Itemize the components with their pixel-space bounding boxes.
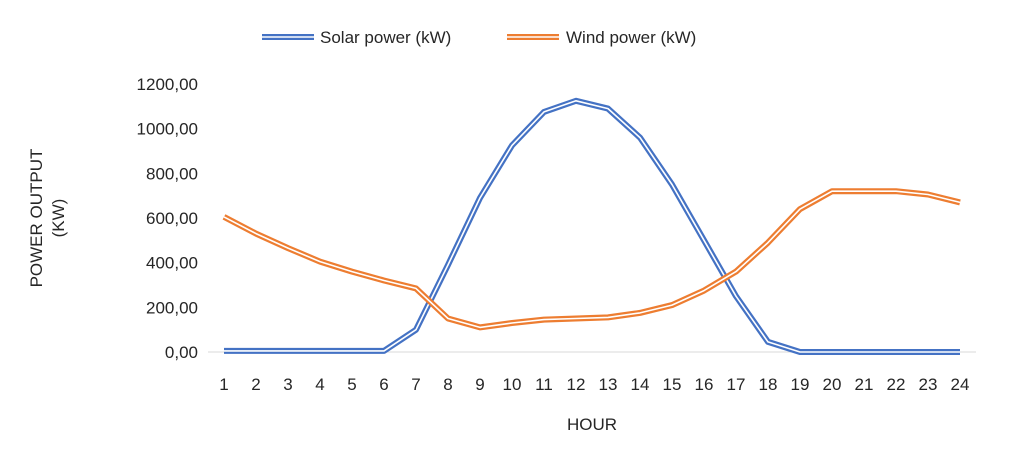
legend-item: Solar power (kW) <box>262 28 451 47</box>
x-tick-label: 22 <box>887 375 906 394</box>
y-axis-title-line: POWER OUTPUT <box>27 149 46 288</box>
y-tick-label: 600,00 <box>146 209 198 228</box>
x-axis-ticks: 1 2 3 4 5 6 7 8 9 10 11 12 13 14 15 16 17 18 19 20 21 22 23 24 <box>219 375 969 394</box>
x-tick-label: 14 <box>631 375 650 394</box>
legend: Solar power (kW) Wind power (kW) <box>262 28 696 47</box>
series-layer <box>222 97 961 355</box>
series-line-wind <box>222 188 961 331</box>
y-tick-label: 1200,00 <box>137 75 198 94</box>
x-tick-label: 24 <box>951 375 970 394</box>
y-tick-label: 0,00 <box>165 343 198 362</box>
legend-label: Wind power (kW) <box>566 28 696 47</box>
x-tick-label: 21 <box>855 375 874 394</box>
x-tick-label: 7 <box>411 375 420 394</box>
x-tick-label: 19 <box>791 375 810 394</box>
x-axis-title: HOUR <box>567 415 617 434</box>
series-line-outer <box>224 97 960 355</box>
y-axis-title: POWER OUTPUT (KW) <box>27 149 68 288</box>
series-line-outer <box>222 188 961 331</box>
x-tick-label: 6 <box>379 375 388 394</box>
x-tick-label: 23 <box>919 375 938 394</box>
series-line-inner <box>224 100 960 353</box>
x-tick-label: 10 <box>503 375 522 394</box>
x-tick-label: 8 <box>443 375 452 394</box>
series-line-inner <box>223 190 961 329</box>
y-tick-label: 800,00 <box>146 164 198 183</box>
x-tick-label: 3 <box>283 375 292 394</box>
series-line-solar <box>224 97 960 355</box>
x-tick-label: 15 <box>663 375 682 394</box>
x-tick-label: 20 <box>823 375 842 394</box>
y-tick-label: 200,00 <box>146 298 198 317</box>
x-tick-label: 9 <box>475 375 484 394</box>
x-tick-label: 2 <box>251 375 260 394</box>
x-tick-label: 17 <box>727 375 746 394</box>
y-tick-label: 1000,00 <box>137 120 198 139</box>
x-tick-label: 11 <box>535 375 553 394</box>
x-tick-label: 16 <box>695 375 714 394</box>
x-tick-label: 4 <box>315 375 324 394</box>
x-tick-label: 5 <box>347 375 356 394</box>
x-tick-label: 13 <box>599 375 618 394</box>
x-tick-label: 12 <box>567 375 586 394</box>
legend-item: Wind power (kW) <box>507 28 696 47</box>
y-tick-label: 400,00 <box>146 254 198 273</box>
y-axis-ticks: 0,00 200,00 400,00 600,00 800,00 1000,00 1200,… <box>137 75 198 362</box>
x-tick-label: 1 <box>219 375 228 394</box>
y-axis-title-line: (KW) <box>49 199 68 238</box>
legend-label: Solar power (kW) <box>320 28 451 47</box>
x-tick-label: 18 <box>759 375 778 394</box>
